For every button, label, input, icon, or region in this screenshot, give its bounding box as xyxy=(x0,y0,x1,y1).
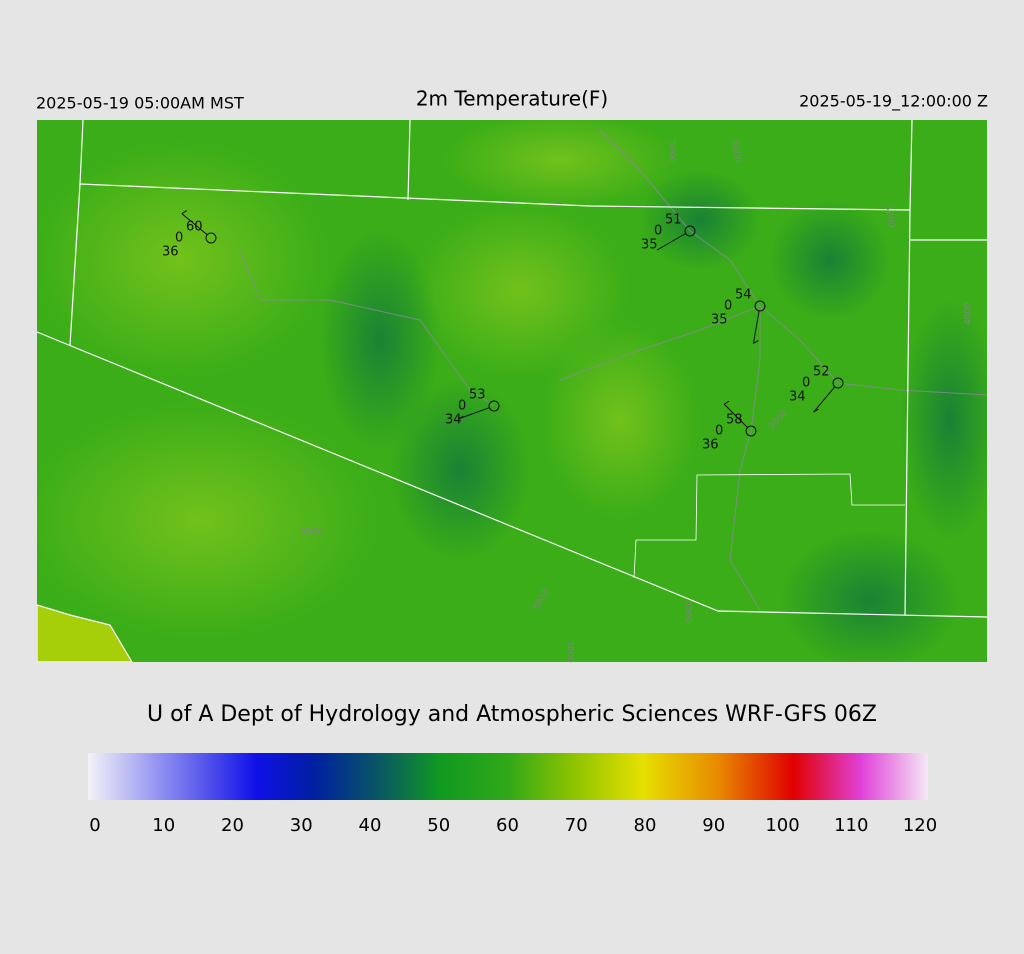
wind-barb xyxy=(458,407,490,420)
map-title: 2m Temperature(F) xyxy=(416,87,608,111)
dewpoint: 34 xyxy=(789,390,806,405)
temperature: 53 xyxy=(469,388,486,403)
colorbar-tick-label: 40 xyxy=(359,815,382,836)
dewpoint: 36 xyxy=(162,245,179,260)
contour-label: 3000 xyxy=(683,600,693,623)
colorbar-tick-label: 30 xyxy=(290,815,313,836)
colorbar-tick-label: 0 xyxy=(89,815,100,836)
colorbar-tick-label: 90 xyxy=(702,815,725,836)
colorbar-tick-label: 110 xyxy=(834,815,868,836)
wind-barb-flag xyxy=(813,408,819,413)
colorbar-tick-label: 10 xyxy=(152,815,175,836)
wind-barb xyxy=(752,310,760,344)
dewpoint: 34 xyxy=(445,413,462,428)
wind-barb-flag xyxy=(181,210,188,215)
contour-label: 3000 xyxy=(300,528,323,538)
wind-barb xyxy=(723,403,748,428)
temperature: 54 xyxy=(735,288,752,303)
footer-credit: U of A Dept of Hydrology and Atmospheric… xyxy=(147,702,877,727)
colorbar-tick-label: 80 xyxy=(634,815,657,836)
colorbar-ticks: 0 10 20 30 40 50 60 70 80 90 100 110 120 xyxy=(89,815,937,836)
wind-barb-flag xyxy=(458,415,464,420)
dewpoint: 36 xyxy=(702,438,719,453)
station-circle xyxy=(832,377,844,389)
contour-label: 3000 xyxy=(883,204,897,229)
station-circle xyxy=(754,300,766,312)
colorbar xyxy=(88,753,928,800)
contour-label: 5000 xyxy=(729,139,743,164)
dewpoint: 35 xyxy=(711,313,728,328)
cloud-cover: 0 xyxy=(175,231,183,246)
run-time: 2025-05-19_12:00:00 Z xyxy=(799,92,988,112)
station-circle xyxy=(205,232,217,244)
wind-barb xyxy=(813,386,836,413)
valid-time: 2025-05-19 05:00AM MST xyxy=(36,94,244,113)
map xyxy=(37,120,987,662)
wind-barb xyxy=(181,213,208,236)
cloud-cover: 0 xyxy=(715,424,723,439)
colorbar-tick-label: 70 xyxy=(565,815,588,836)
station-circle xyxy=(684,225,696,237)
wind-barb-flag xyxy=(656,246,663,251)
temperature: 58 xyxy=(726,413,743,428)
wind-barb-flag xyxy=(723,400,730,405)
dewpoint: 35 xyxy=(641,238,658,253)
colorbar-tick-label: 60 xyxy=(496,815,519,836)
contour-label: 4000 xyxy=(964,302,974,325)
cloud-cover: 0 xyxy=(654,224,662,239)
temperature: 51 xyxy=(665,213,682,228)
temperature: 60 xyxy=(186,220,203,235)
colorbar-tick-label: 100 xyxy=(765,815,799,836)
colorbar-tick-label: 50 xyxy=(427,815,450,836)
colorbar-tick-label: 120 xyxy=(903,815,937,836)
wind-barb-flag xyxy=(753,339,759,344)
temperature: 52 xyxy=(813,365,830,380)
contour-label: 5000 xyxy=(667,140,677,163)
station-circle xyxy=(488,400,500,412)
cloud-cover: 0 xyxy=(458,399,466,414)
station-circle xyxy=(745,425,757,437)
cloud-cover: 0 xyxy=(802,376,810,391)
cloud-cover: 0 xyxy=(724,299,732,314)
colorbar-tick-label: 20 xyxy=(221,815,244,836)
contour-label: 3000 xyxy=(565,640,575,663)
